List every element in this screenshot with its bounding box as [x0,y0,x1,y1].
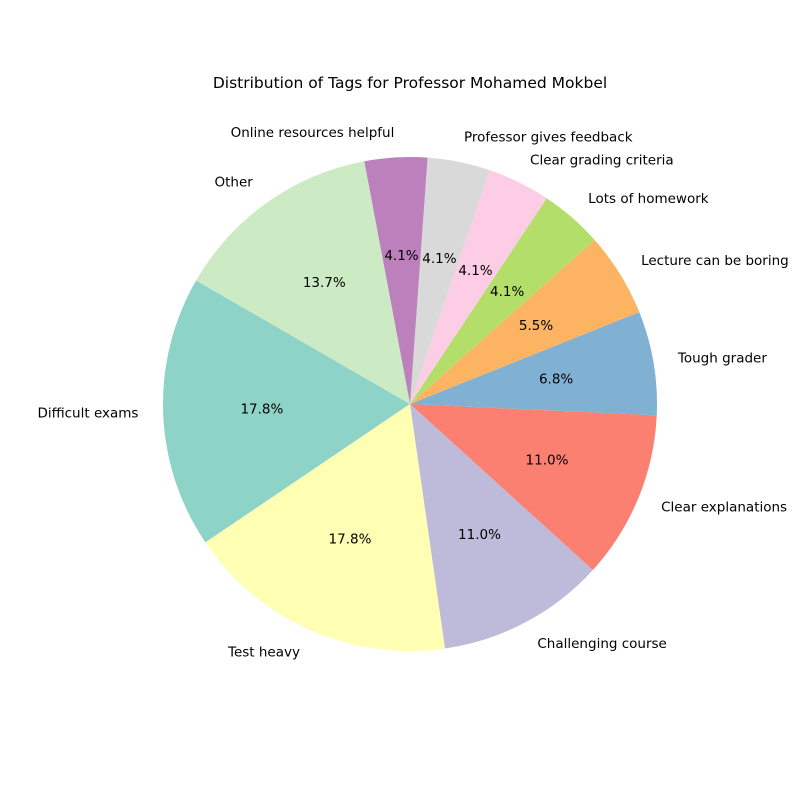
slice-percent-label: 4.1% [422,251,456,267]
pie-slice-2 [410,404,593,649]
slice-category-label: Difficult exams [37,406,138,422]
slice-category-label: Challenging course [537,636,666,652]
slice-percent-label: 4.1% [458,263,492,279]
pie-labels: 17.8% Difficult exams 17.8% Test heavy 11.0%… [37,125,788,661]
slice-category-label: Clear explanations [661,500,787,516]
slice-category-label: Other [214,174,253,190]
slice-category-label: Test heavy [227,644,300,660]
pie-slice-10 [196,161,410,404]
slice-percent-label: 13.7% [303,275,346,291]
slice-percent-label: 17.8% [240,401,283,417]
pie-slice-4 [410,312,657,416]
pie-slice-6 [410,198,595,404]
slice-category-label: Professor gives feedback [464,130,633,146]
slice-percent-label: 17.8% [329,532,372,548]
pie-slice-7 [410,170,547,404]
slice-percent-label: 4.1% [384,248,418,264]
pie-slices [163,157,657,651]
slice-category-label: Clear grading criteria [530,152,674,168]
chart-title: Distribution of Tags for Professor Moham… [213,74,607,92]
pie-slice-8 [410,157,490,404]
slice-category-label: Tough grader [677,351,767,367]
pie-slice-5 [410,239,640,404]
slice-percent-label: 11.0% [526,453,569,469]
slice-category-label: Lecture can be boring [641,253,789,269]
pie-slice-0 [163,280,410,543]
slice-category-label: Lots of homework [588,191,709,207]
slice-category-label: Online resources helpful [231,125,395,141]
pie-slice-9 [364,157,428,404]
slice-percent-label: 4.1% [490,284,524,300]
pie-slice-3 [410,404,657,571]
slice-percent-label: 5.5% [519,318,553,334]
slice-percent-label: 11.0% [458,527,501,543]
slice-percent-label: 6.8% [539,371,573,387]
pie-slice-1 [205,404,446,651]
